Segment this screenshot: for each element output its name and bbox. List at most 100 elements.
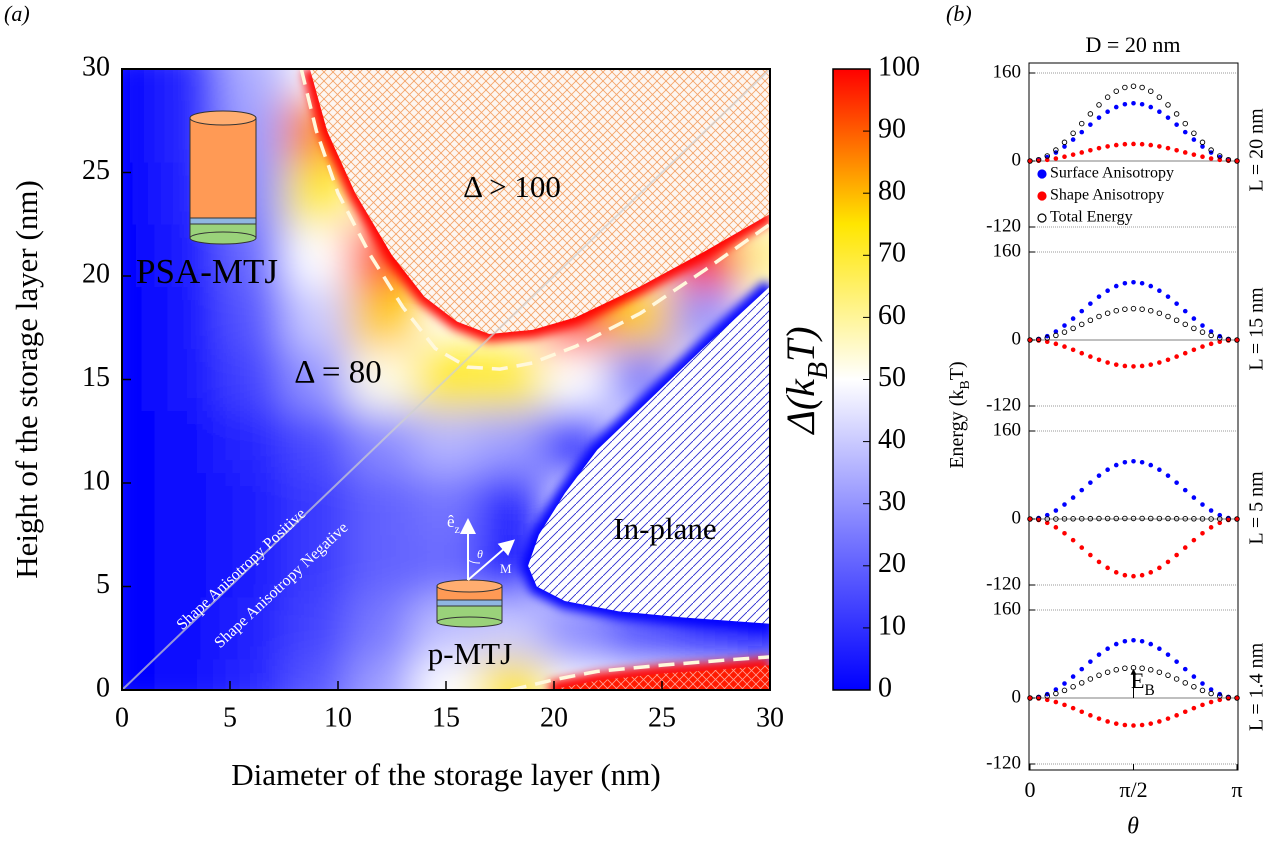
x-tick-label: 0 [115, 702, 129, 733]
data-point [1070, 316, 1076, 321]
contours [299, 69, 770, 690]
data-point [1208, 156, 1214, 161]
annotation-part: ê [447, 512, 455, 531]
data-point [1096, 672, 1102, 679]
heat-cell [478, 348, 544, 412]
y-tick-label: 0 [96, 672, 110, 703]
data-point [1157, 288, 1162, 294]
legend-marker [1037, 191, 1047, 201]
heat-cell [478, 410, 544, 474]
data-point [1088, 354, 1093, 359]
data-point [1208, 690, 1214, 697]
data-point [1044, 153, 1050, 159]
data-point [1234, 158, 1240, 164]
data-point [1113, 142, 1119, 148]
y-tick-label: 5 [96, 569, 110, 600]
data-point [1139, 141, 1145, 147]
data-point [1173, 515, 1180, 522]
data-point [1130, 83, 1137, 89]
data-point [1148, 283, 1154, 289]
data-point [1122, 363, 1128, 369]
data-point [1088, 122, 1093, 127]
x-tick-label: 25 [648, 702, 676, 733]
data-point [1113, 307, 1119, 314]
colorbar-label-part: T) [778, 326, 823, 362]
data-point [1062, 531, 1067, 536]
data-point [1182, 515, 1188, 522]
data-point [1173, 317, 1180, 324]
data-point [1234, 695, 1240, 701]
data-point [1174, 354, 1179, 359]
data-point [1156, 310, 1163, 316]
data-point [1234, 695, 1240, 701]
annotation: PSA-MTJ [136, 252, 278, 291]
data-point [1217, 512, 1223, 518]
x-tick-label: 10 [324, 702, 352, 733]
data-point [1113, 362, 1119, 367]
heat-cell [284, 286, 350, 349]
data-point [1061, 687, 1068, 694]
data-point [1208, 341, 1214, 347]
data-point [1191, 347, 1197, 353]
data-point [1199, 516, 1206, 522]
data-point [1096, 559, 1102, 565]
heat-cell [122, 596, 155, 660]
data-point [1070, 347, 1076, 353]
heat-cell [284, 224, 350, 287]
data-point [1217, 157, 1223, 163]
heat-cell [219, 348, 285, 412]
data-point [1104, 669, 1111, 675]
data-point [1234, 337, 1240, 343]
colorbar-tick-label: 30 [878, 486, 906, 517]
data-point [1165, 559, 1171, 565]
data-point [1122, 306, 1128, 312]
data-point [1139, 280, 1145, 286]
data-point [1088, 147, 1093, 153]
data-point [1200, 323, 1205, 328]
data-point [1157, 360, 1162, 365]
y-tick-label: 10 [82, 465, 110, 496]
data-point [1165, 102, 1171, 108]
data-point [1165, 716, 1171, 721]
data-point [1053, 690, 1059, 697]
data-point [1174, 122, 1179, 127]
data-point [1139, 363, 1145, 369]
data-point [1208, 329, 1214, 334]
data-point [1182, 150, 1188, 155]
data-point [1156, 94, 1163, 100]
data-point [1122, 515, 1128, 522]
x-tick-label: 5 [223, 702, 237, 733]
data-point [1225, 336, 1232, 343]
data-point [1105, 719, 1110, 724]
data-point [1044, 512, 1050, 518]
colorbar-tick-label: 10 [878, 610, 906, 641]
y-axis-label-part: Energy (k [946, 390, 968, 469]
annotation: p-MTJ [428, 636, 512, 671]
data-point [1113, 667, 1119, 673]
heat-cell [122, 410, 155, 474]
data-point [1096, 716, 1102, 721]
heat-cell [284, 534, 350, 598]
data-point [1225, 516, 1232, 522]
colorbar-label-part: Δ(k [778, 378, 823, 436]
annotation: êz [447, 512, 460, 536]
data-point [1070, 516, 1076, 522]
y-tick-label: 0 [1012, 507, 1022, 528]
data-point [1105, 109, 1110, 115]
data-point [1191, 705, 1197, 711]
data-point [1139, 722, 1145, 728]
data-point [1148, 104, 1154, 110]
data-point [1096, 115, 1102, 120]
data-point [1070, 137, 1076, 142]
data-point [1225, 694, 1232, 701]
data-point [1122, 101, 1128, 107]
data-point [1096, 357, 1102, 363]
colorbar-tick-label: 90 [878, 114, 906, 145]
data-point [1156, 515, 1163, 522]
data-point [1027, 337, 1033, 343]
data-point [1044, 516, 1050, 522]
cyl-top [436, 579, 503, 593]
data-point [1096, 145, 1102, 151]
panel-label: (a) [4, 1, 30, 26]
contour-line [299, 69, 770, 371]
